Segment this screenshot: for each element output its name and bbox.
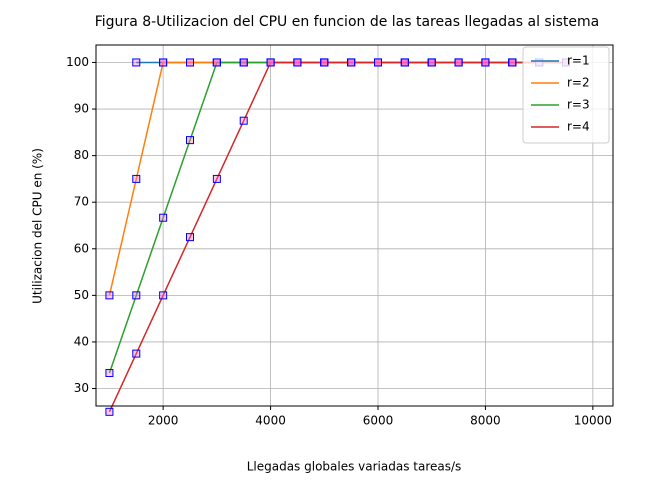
chart-title: Figura 8-Utilizacion del CPU en funcion … <box>95 14 599 30</box>
x-tick-label: 8000 <box>470 414 501 428</box>
marker <box>508 58 517 67</box>
marker <box>239 116 248 125</box>
marker <box>454 58 463 67</box>
marker <box>186 58 194 67</box>
x-tick-label: 6000 <box>363 414 394 428</box>
y-tick-label: 50 <box>74 288 89 302</box>
y-tick-label: 30 <box>74 381 89 395</box>
marker <box>105 407 114 416</box>
marker <box>320 58 329 67</box>
marker <box>159 58 168 67</box>
series-line <box>108 61 566 296</box>
legend-label: r=1 <box>567 54 590 68</box>
x-tick-label: 2000 <box>148 414 179 428</box>
marker <box>132 291 141 300</box>
marker <box>293 58 302 67</box>
marker <box>105 291 114 300</box>
x-tick-label: 4000 <box>255 414 286 428</box>
marker <box>159 213 168 222</box>
marker <box>186 233 194 242</box>
marker <box>347 58 356 67</box>
marker <box>239 58 248 67</box>
marker <box>481 58 490 67</box>
x-axis-label: Llegadas globales variadas tareas/s <box>247 460 462 474</box>
marker <box>105 369 114 378</box>
marker <box>132 58 141 67</box>
plot-frame <box>95 44 614 407</box>
y-axis-label: Utilizacion del CPU en (%) <box>31 148 45 304</box>
y-tick-label: 40 <box>74 334 89 348</box>
marker <box>186 136 194 145</box>
x-tick-label: 10000 <box>574 414 612 428</box>
legend-label: r=2 <box>567 76 590 90</box>
y-tick-label: 90 <box>74 102 89 116</box>
y-tick-label: 80 <box>74 148 89 162</box>
legend-box <box>522 46 610 144</box>
marker <box>400 58 409 67</box>
marker <box>212 174 221 183</box>
marker <box>212 58 221 67</box>
marker <box>374 58 382 67</box>
marker <box>159 291 168 300</box>
y-tick-label: 70 <box>74 195 89 209</box>
marker <box>132 174 141 183</box>
y-tick-label: 100 <box>66 55 89 69</box>
marker <box>266 58 275 67</box>
marker <box>427 58 436 67</box>
y-tick-label: 60 <box>74 241 89 255</box>
legend-label: r=3 <box>567 98 590 112</box>
legend-label: r=4 <box>567 120 590 134</box>
series-line <box>108 61 566 413</box>
marker <box>132 349 141 358</box>
